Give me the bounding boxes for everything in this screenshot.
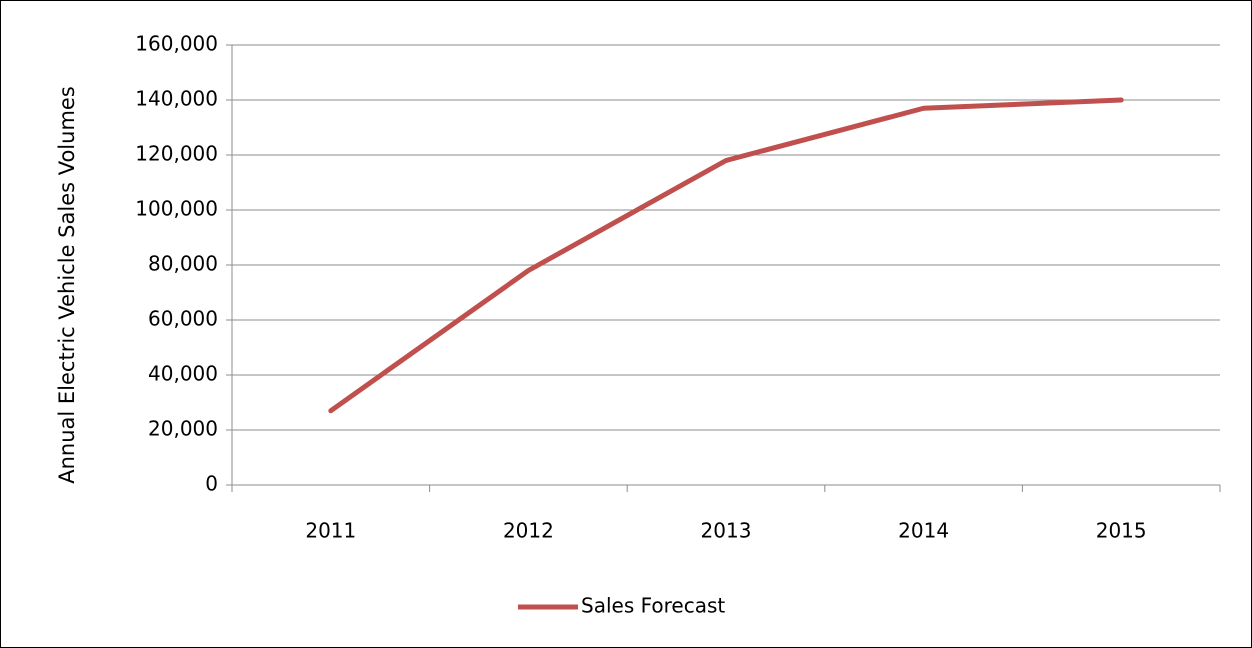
y-tick-label: 40,000 bbox=[148, 362, 218, 386]
x-tick-label: 2014 bbox=[898, 519, 949, 543]
x-tick-label: 2013 bbox=[701, 519, 752, 543]
y-tick-label: 80,000 bbox=[148, 252, 218, 276]
y-tick-label: 120,000 bbox=[135, 142, 218, 166]
y-axis-label: Annual Electric Vehicle Sales Volumes bbox=[55, 86, 79, 484]
y-tick-label: 140,000 bbox=[135, 87, 218, 111]
y-tick-label: 20,000 bbox=[148, 417, 218, 441]
y-tick-label: 100,000 bbox=[135, 197, 218, 221]
legend-label: Sales Forecast bbox=[581, 594, 725, 618]
x-tick-label: 2015 bbox=[1096, 519, 1147, 543]
y-tick-label: 60,000 bbox=[148, 307, 218, 331]
data-line bbox=[328, 97, 1124, 414]
y-tick-label: 160,000 bbox=[135, 32, 218, 56]
x-tick-label: 2011 bbox=[305, 519, 356, 543]
x-tick-label: 2012 bbox=[503, 519, 554, 543]
y-tick-label: 0 bbox=[205, 472, 218, 496]
